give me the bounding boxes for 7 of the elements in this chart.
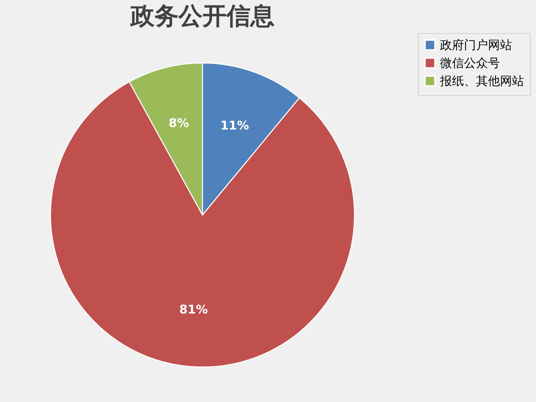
data-label: 81% [179,302,208,317]
legend-label: 报纸、其他网站 [439,74,524,88]
legend-label: 微信公众号 [440,56,500,70]
data-label: 8% [168,116,190,130]
chart-title: 政务公开信息 [130,2,274,30]
legend-label: 政府门户网站 [440,38,512,52]
data-label: 11% [220,118,250,133]
